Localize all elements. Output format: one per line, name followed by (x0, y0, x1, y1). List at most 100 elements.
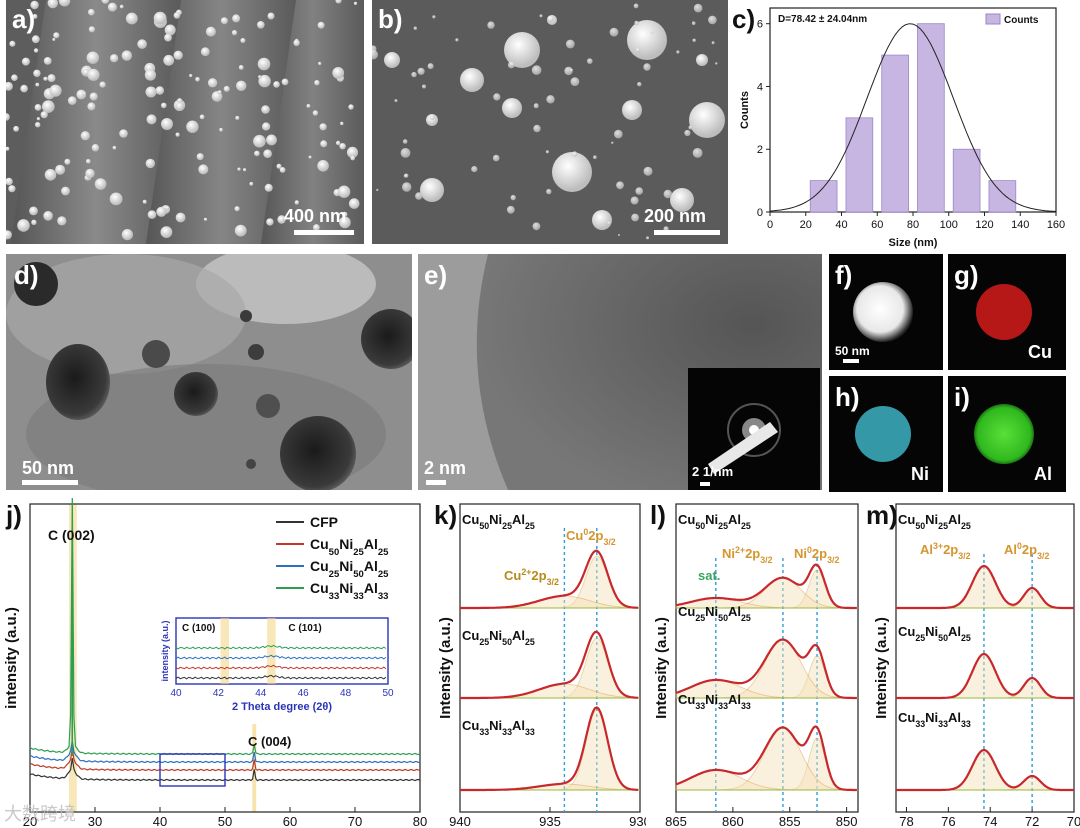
element-label-ni: Ni (911, 464, 929, 484)
x-tick-label: 860 (722, 814, 744, 828)
x-tick-label: 76 (941, 814, 955, 828)
x-tick-label: 60 (283, 814, 297, 828)
y-tick-label: 4 (757, 81, 763, 93)
x-tick-label: 80 (413, 814, 427, 828)
inset-series-line (175, 644, 387, 650)
peak-label-c002: C (002) (48, 527, 95, 543)
inset-series-line (175, 674, 387, 680)
legend-label: CFP (310, 514, 338, 530)
highlight-band-004 (252, 724, 257, 812)
hist-bar (952, 148, 981, 213)
panel-d-tem-image: d) 50 nm (6, 254, 412, 490)
panel-label-l: l) (650, 500, 666, 530)
panel-label-d: d) (14, 260, 39, 290)
size-histogram-chart: 0 20 40 60 80 100 120 140 160 0 2 4 6 Size (nm) Counts… (739, 7, 1065, 249)
legend-label: Cu33Ni33Al33 (310, 580, 388, 602)
panel-label-k: k) (434, 500, 458, 530)
panel-label-c: c) (732, 4, 756, 34)
panel-k-xps-cu: 940 935 930 Intensity (a.u.) Cu50Ni25Al25 Cu2… (432, 498, 646, 828)
y-tick-label: 6 (757, 19, 763, 31)
x-tick-label: 20 (800, 219, 812, 231)
panel-b-sem-image: b) 200 nm (372, 0, 728, 244)
fit-component (896, 653, 1074, 699)
panel-f-haadf-image: f) 50 nm (829, 254, 943, 370)
panel-e-hrtem-image: e) 2 nm 2 1/nm (418, 254, 822, 490)
peak-annotation: Ni02p3/2 (794, 545, 839, 565)
peak-annotation: Al3+2p3/2 (920, 541, 971, 561)
sample-label: Cu25Ni50Al25 (462, 628, 535, 647)
peak-annotation: sat. (698, 568, 720, 583)
watermark: 大数跨境 (4, 804, 76, 825)
legend-swatch (985, 13, 1001, 25)
x-tick-label: 78 (899, 814, 913, 828)
sample-label: Cu25Ni50Al25 (678, 604, 751, 623)
hist-bar (917, 23, 945, 213)
xps-envelope-line (896, 652, 1074, 700)
peak-annotation: Cu2+2p3/2 (504, 567, 559, 587)
panel-j-xrd-chart: 20 30 40 50 60 70 80 intensity (a.u.) C (002) C (… (0, 498, 432, 828)
inset-x-tick-label: 42 (213, 688, 225, 699)
inset-series-line (175, 654, 387, 660)
sample-label: Cu33Ni33Al33 (678, 692, 751, 711)
inset-x-tick-label: 44 (255, 688, 267, 699)
sample-label: Cu50Ni25Al25 (678, 512, 751, 531)
gaussian-fit-line (769, 23, 1057, 212)
inset-peak-label-c101: C (101) (288, 623, 321, 634)
x-tick-label: 20 (23, 814, 37, 828)
sem-image-b (372, 0, 728, 244)
size-annotation: D=78.42 ± 24.04nm (778, 14, 867, 25)
x-tick-label: 160 (1047, 219, 1065, 231)
sample-label: Cu25Ni50Al25 (898, 624, 971, 643)
legend-label: Counts (1004, 15, 1039, 26)
hrtem-image-e (418, 254, 822, 490)
x-tick-label: 0 (767, 219, 773, 231)
scale-text-e: 2 nm (424, 458, 467, 478)
x-tick-label: 855 (779, 814, 801, 828)
scale-text-f: 50 nm (835, 344, 870, 358)
x-tick-label: 40 (835, 219, 847, 231)
plot-frame (895, 503, 1075, 813)
x-axis-label: Size (nm) (889, 237, 938, 249)
hist-bar (845, 117, 874, 213)
scale-text-d: 50 nm (22, 458, 75, 478)
xps-envelope-line (460, 549, 639, 610)
y-axis-label: intensity (a.u.) (3, 607, 20, 709)
panel-label-m: m) (866, 500, 898, 530)
scale-text-b: 200 nm (644, 206, 707, 226)
peak-annotation: Ni2+2p3/2 (722, 545, 773, 565)
inset-scale-bar-e (700, 482, 710, 486)
panel-label-j: j) (6, 500, 22, 530)
x-tick-label: 100 (940, 219, 958, 231)
scale-bar-d (22, 480, 78, 485)
xps-envelope-line (896, 748, 1074, 792)
panel-label-g: g) (954, 260, 979, 290)
fit-component (896, 749, 1074, 791)
fit-component (460, 709, 641, 791)
x-tick-label: 74 (983, 814, 997, 828)
panel-m-xps-al: 78 76 74 72 70 Intenisty (a.u.) Cu50Ni25Al25 Cu… (864, 498, 1080, 828)
y-axis-label: Counts (739, 91, 751, 129)
x-tick-label: 50 (218, 814, 232, 828)
scale-text-a: 400 nm (284, 206, 347, 226)
inset-x-tick-label: 46 (298, 688, 310, 699)
y-tick-label: 2 (757, 144, 763, 156)
panel-a-sem-image: a) 400 nm (6, 0, 364, 244)
panel-label-i: i) (954, 382, 970, 412)
scale-bar-b (654, 230, 720, 235)
inset-peak-label-c100: C (100) (182, 623, 215, 634)
x-tick-label: 40 (153, 814, 167, 828)
panel-label-b: b) (378, 4, 403, 34)
inset-x-axis-label: 2 Theta degree (2θ) (232, 701, 332, 713)
sample-label: Cu33Ni33Al33 (462, 718, 535, 737)
sample-label: Cu33Ni33Al33 (898, 710, 971, 729)
panel-label-e: e) (424, 260, 448, 290)
xps-envelope-line (896, 564, 1074, 610)
y-axis-label: Intenisty (a.u.) (873, 617, 890, 719)
peak-annotation: Al02p3/2 (1004, 541, 1049, 561)
y-axis-label: Intensity (a.u.) (437, 617, 454, 719)
plot-frame (675, 503, 859, 813)
x-tick-label: 70 (348, 814, 362, 828)
x-tick-label: 935 (539, 814, 561, 828)
legend-label: Cu25Ni50Al25 (310, 558, 389, 580)
xrd-chart: 20 30 40 50 60 70 80 intensity (a.u.) C (002) C (… (3, 498, 427, 828)
